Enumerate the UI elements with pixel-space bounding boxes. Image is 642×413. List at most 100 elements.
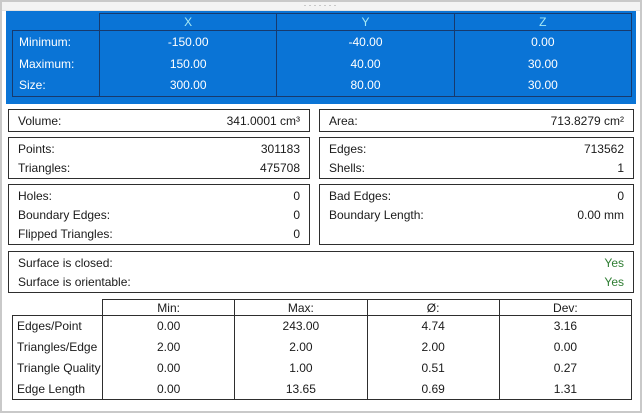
defects-row: Holes: 0 Boundary Edges: 0 Flipped Trian…	[8, 184, 634, 245]
triangles-value: 475708	[259, 160, 300, 175]
cell-min-z: 0.00	[453, 30, 633, 53]
column-header-dev: Dev:	[498, 299, 633, 316]
cell: 243.00	[234, 315, 368, 337]
volume-value: 341.0001 cm³	[226, 113, 300, 128]
boundary-length-label: Boundary Length:	[329, 207, 424, 222]
drag-handle-icon: ·······	[303, 0, 339, 10]
edges-shells-box: Edges: 713562 Shells: 1	[319, 137, 634, 179]
table-row-edge-length: Edge Length 0.00 13.65 0.69 1.31	[12, 378, 633, 400]
volume-area-row: Volume: 341.0001 cm³ Area: 713.8279 cm²	[8, 109, 634, 132]
column-header-x: X	[98, 13, 278, 31]
surface-closed-status: Yes	[604, 255, 624, 270]
edges-label: Edges:	[329, 141, 367, 156]
area-label: Area:	[329, 113, 358, 128]
cell-min-x: -150.00	[98, 30, 278, 53]
points-pair: Points: 301183	[18, 139, 300, 158]
table-row-minimum: Minimum: -150.00 -40.00 0.00	[12, 30, 633, 53]
cell: 0.00	[101, 378, 236, 400]
table-row-maximum: Maximum: 150.00 40.00 30.00	[12, 52, 633, 75]
cell: 2.00	[101, 336, 236, 358]
cell: 1.00	[234, 357, 368, 379]
bad-edges-value: 0	[617, 188, 624, 203]
holes-label: Holes:	[18, 188, 53, 203]
cell: 0.00	[101, 315, 236, 337]
surface-closed-pair: Surface is closed: Yes	[18, 253, 624, 272]
shells-value: 1	[617, 160, 624, 175]
column-header-y: Y	[276, 13, 455, 31]
points-value: 301183	[260, 141, 300, 156]
cell: 3.16	[498, 315, 633, 337]
triangles-label: Triangles:	[18, 160, 71, 175]
table-row-size: Size: 300.00 80.00 30.00	[12, 74, 633, 97]
bounding-box-table: X Y Z Minimum: -150.00 -40.00 0.00 Maxim…	[12, 13, 633, 97]
cell-size-y: 80.00	[276, 74, 455, 97]
triangles-pair: Triangles: 475708	[18, 158, 300, 177]
cell: 0.27	[498, 357, 633, 379]
cell: 4.74	[366, 315, 500, 337]
area-value: 713.8279 cm²	[550, 113, 624, 128]
cell: 13.65	[234, 378, 368, 400]
edges-pair: Edges: 713562	[329, 139, 624, 158]
row-label: Size:	[12, 74, 100, 97]
flipped-triangles-pair: Flipped Triangles: 0	[18, 224, 300, 243]
bounding-box-section[interactable]: X Y Z Minimum: -150.00 -40.00 0.00 Maxim…	[6, 11, 636, 104]
flipped-triangles-label: Flipped Triangles:	[18, 226, 113, 241]
surface-closed-label: Surface is closed:	[18, 255, 113, 270]
bad-edges-label: Bad Edges:	[329, 188, 392, 203]
volume-label: Volume:	[18, 113, 62, 128]
cell: 0.51	[366, 357, 500, 379]
cell-max-z: 30.00	[453, 52, 633, 75]
panel-splitter[interactable]: ·······	[2, 2, 640, 11]
boundary-length-pair: Boundary Length: 0.00 mm	[329, 205, 624, 224]
corner-spacer-cell	[13, 300, 103, 316]
counts-row: Points: 301183 Triangles: 475708 Edges: …	[8, 137, 634, 179]
table-row-triangles-edge: Triangles/Edge 2.00 2.00 2.00 0.00	[12, 336, 633, 358]
cell-min-y: -40.00	[276, 30, 455, 53]
area-box: Area: 713.8279 cm²	[319, 109, 634, 132]
bad-edges-box: Bad Edges: 0 Boundary Length: 0.00 mm	[319, 184, 634, 245]
table-row-edges-point: Edges/Point 0.00 243.00 4.74 3.16	[12, 315, 633, 337]
surface-orientable-status: Yes	[604, 274, 624, 289]
shells-pair: Shells: 1	[329, 158, 624, 177]
table-header-row: X Y Z	[13, 13, 633, 31]
flipped-triangles-value: 0	[293, 226, 300, 241]
table-row-triangle-quality: Triangle Quality 0.00 1.00 0.51 0.27	[12, 357, 633, 379]
corner-spacer-cell	[13, 14, 100, 31]
mesh-quality-table: Min: Max: Ø: Dev: Edges/Point 0.00 243.0…	[12, 299, 633, 400]
row-label: Edges/Point	[12, 315, 103, 337]
cell-size-z: 30.00	[453, 74, 633, 97]
cell: 0.00	[498, 336, 633, 358]
cell-size-x: 300.00	[98, 74, 278, 97]
cell: 1.31	[498, 378, 633, 400]
surface-status-box: Surface is closed: Yes Surface is orient…	[8, 251, 634, 293]
column-header-min: Min:	[101, 299, 236, 316]
column-header-z: Z	[453, 13, 633, 31]
cell: 0.69	[366, 378, 500, 400]
cell: 2.00	[234, 336, 368, 358]
boundary-edges-pair: Boundary Edges: 0	[18, 205, 300, 224]
volume-pair: Volume: 341.0001 cm³	[18, 111, 300, 130]
cell: 2.00	[366, 336, 500, 358]
holes-boundary-box: Holes: 0 Boundary Edges: 0 Flipped Trian…	[8, 184, 310, 245]
surface-orientable-pair: Surface is orientable: Yes	[18, 272, 624, 291]
edges-value: 713562	[583, 141, 624, 156]
points-triangles-box: Points: 301183 Triangles: 475708	[8, 137, 310, 179]
row-label: Minimum:	[12, 30, 100, 53]
holes-value: 0	[293, 188, 300, 203]
boundary-edges-label: Boundary Edges:	[18, 207, 111, 222]
cell: 0.00	[101, 357, 236, 379]
table-header-row: Min: Max: Ø: Dev:	[13, 299, 633, 316]
column-header-max: Max:	[234, 299, 368, 316]
surface-orientable-label: Surface is orientable:	[18, 274, 131, 289]
row-label: Edge Length	[12, 378, 103, 400]
row-label: Triangle Quality	[12, 357, 103, 379]
boundary-length-value: 0.00 mm	[577, 207, 624, 222]
boundary-edges-value: 0	[293, 207, 300, 222]
area-pair: Area: 713.8279 cm²	[329, 111, 624, 130]
row-label: Maximum:	[12, 52, 100, 75]
column-header-mean: Ø:	[366, 299, 500, 316]
bad-edges-pair: Bad Edges: 0	[329, 186, 624, 205]
cell-max-y: 40.00	[276, 52, 455, 75]
holes-pair: Holes: 0	[18, 186, 300, 205]
